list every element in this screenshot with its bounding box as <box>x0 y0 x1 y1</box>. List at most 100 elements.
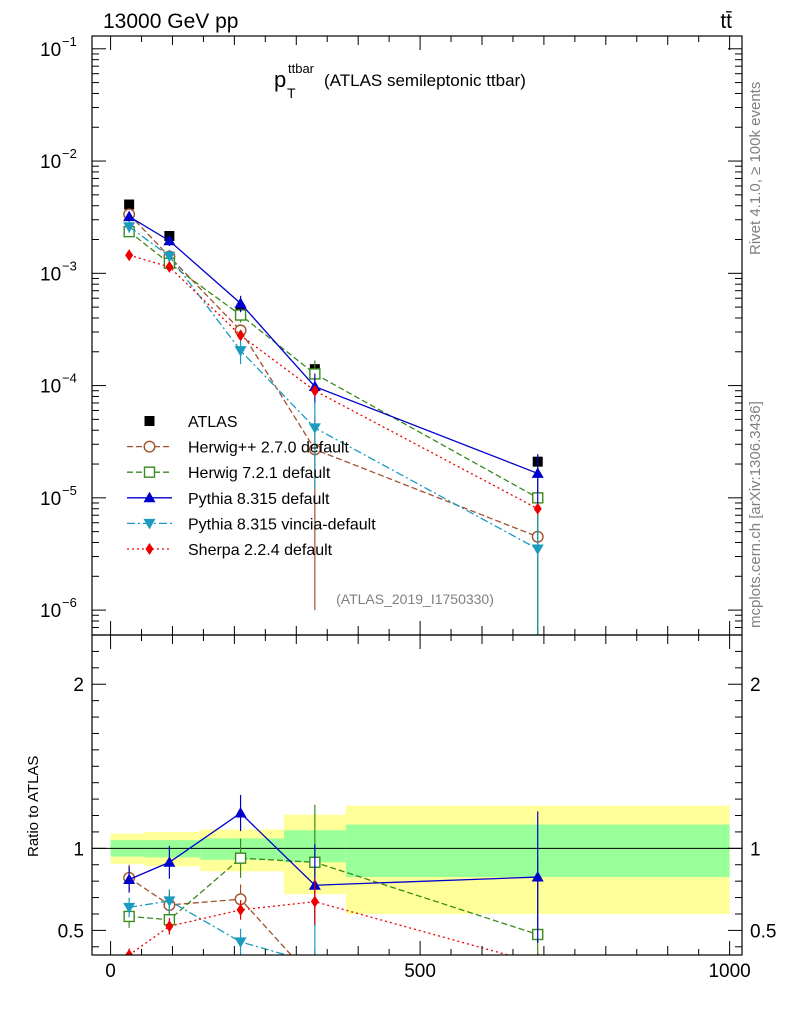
legend-marker-atlas <box>144 416 155 426</box>
band-inner-2 <box>200 838 284 860</box>
main-ytick-label-4: 10 −5 <box>40 483 77 510</box>
ratio-line-vincia <box>129 900 289 955</box>
ratio-xtick-label-2: 1000 <box>708 961 750 982</box>
legend: ATLAS Herwig++ 2.7.0 default Herwig 7.2.1 … <box>127 414 376 559</box>
point-sherpa-4 <box>533 502 542 515</box>
legend-marker-herwigpp <box>143 440 156 453</box>
ytick-mantissa: 10 <box>40 40 61 61</box>
header-process-label: tt̄ <box>720 10 732 33</box>
ratio-ytick-label-right-2: 2 <box>750 675 761 696</box>
ytick-exponent: −2 <box>62 146 77 161</box>
ratio-point-sherpa-0 <box>125 949 134 955</box>
ratio-point-sherpa-1 <box>165 920 174 933</box>
legend-marker-sherpa <box>145 543 154 555</box>
ratio-point-vincia-3 <box>309 959 321 970</box>
point-vincia-4 <box>531 544 544 556</box>
ratio-point-herwig7-2 <box>234 852 247 864</box>
ytick-exponent: −1 <box>62 34 77 49</box>
legend-entry-vincia: Pythia 8.315 vincia-default <box>127 516 376 533</box>
rivet-version-caption: Rivet 4.1.0, ≥ 100k events <box>747 82 764 255</box>
series-atlas <box>124 199 543 467</box>
ratio-line-herwigpp <box>128 877 292 955</box>
series-line-herwig7 <box>128 231 539 499</box>
legend-entry-pythia: Pythia 8.315 default <box>127 491 330 508</box>
legend-label-vincia: Pythia 8.315 vincia-default <box>188 516 376 533</box>
legend-label-atlas: ATLAS <box>188 414 238 431</box>
mcplots-caption: mcplots.cern.ch [arXiv:1306.3436] <box>747 401 764 628</box>
point-sherpa-1 <box>165 260 174 273</box>
legend-entry-herwigpp: Herwig++ 2.7.0 default <box>127 440 350 457</box>
ratio-point-pythia-1 <box>163 856 176 867</box>
main-ytick-label-2: 10 −3 <box>40 258 77 285</box>
main-ytick-label-0: 10 −1 <box>40 34 77 61</box>
ratio-ytick-label-left-0: 0.5 <box>58 921 84 942</box>
ratio-ytick-label-right-0: 0.5 <box>750 921 776 942</box>
ratio-point-herwigpp-3 <box>310 976 321 987</box>
plot-title-rest: (ATLAS semileptonic ttbar) <box>324 71 526 90</box>
ratio-xtick-label-0: 0 <box>105 961 116 982</box>
point-vincia-2 <box>234 346 247 357</box>
series-line-pythia <box>128 216 538 475</box>
legend-label-herwig7: Herwig 7.2.1 default <box>188 465 331 482</box>
ratio-point-pythia-2 <box>234 807 247 818</box>
point-pythia-1 <box>163 234 176 246</box>
ytick-mantissa: 10 <box>40 377 61 398</box>
point-vincia-0 <box>123 222 136 233</box>
plot-title-subscript: T <box>287 85 296 101</box>
ratio-point-sherpa-3 <box>310 895 319 908</box>
ytick-exponent: −3 <box>62 258 77 273</box>
ratio-point-pythia-4 <box>531 871 544 882</box>
ytick-mantissa: 10 <box>40 152 61 173</box>
legend-marker-pythia <box>143 491 156 503</box>
main-series <box>123 199 544 635</box>
point-atlas-0 <box>124 199 135 210</box>
point-sherpa-3 <box>310 384 319 397</box>
ratio-point-vincia-1 <box>163 896 176 907</box>
series-line-vincia <box>128 226 539 550</box>
series-vincia <box>123 221 544 635</box>
ratio-uncertainty-bands <box>92 805 742 914</box>
ratio-point-vincia-0 <box>123 902 136 914</box>
point-vincia-1 <box>163 251 176 263</box>
ratio-point-pythia-0 <box>123 873 136 885</box>
ytick-exponent: −5 <box>62 483 77 498</box>
plot-title: p T ttbar (ATLAS semileptonic ttbar) <box>274 61 526 101</box>
legend-marker-herwig7 <box>143 466 156 478</box>
series-sherpa <box>125 249 542 515</box>
main-ytick-label-1: 10 −2 <box>40 146 77 173</box>
ytick-mantissa: 10 <box>40 601 61 622</box>
ratio-axis-label: Ratio to ATLAS <box>25 756 42 857</box>
header-energy-label: 13000 GeV pp <box>103 10 238 33</box>
plot-title-main: p <box>274 67 286 92</box>
legend-entry-sherpa: Sherpa 2.2.4 default <box>127 542 333 559</box>
ratio-series-sherpa <box>125 878 542 969</box>
ytick-mantissa: 10 <box>40 264 61 285</box>
point-vincia-3 <box>308 423 321 434</box>
point-sherpa-2 <box>236 329 245 342</box>
ratio-series <box>123 795 544 987</box>
ratio-point-vincia-2 <box>234 937 247 948</box>
ratio-ytick-label-left-2: 2 <box>73 675 84 696</box>
point-pythia-0 <box>123 210 136 222</box>
point-pythia-2 <box>234 297 247 308</box>
point-pythia-4 <box>531 467 544 478</box>
ratio-ytick-label-right-1: 1 <box>750 839 761 860</box>
ratio-point-sherpa-4 <box>534 957 542 969</box>
ratio-frame <box>91 634 743 956</box>
legend-label-sherpa: Sherpa 2.2.4 default <box>188 542 333 559</box>
series-pythia <box>123 210 544 506</box>
legend-label-herwigpp: Herwig++ 2.7.0 default <box>188 440 350 457</box>
plot-title-superscript: ttbar <box>288 61 315 76</box>
ratio-xtick-label-1: 500 <box>404 961 436 982</box>
legend-label-pythia: Pythia 8.315 default <box>188 491 330 508</box>
ytick-exponent: −4 <box>62 371 77 386</box>
point-sherpa-0 <box>125 249 134 262</box>
ytick-mantissa: 10 <box>40 489 61 510</box>
ratio-series-vincia <box>123 889 321 970</box>
legend-entry-atlas: ATLAS <box>144 414 238 431</box>
series-herwig7 <box>123 225 544 635</box>
analysis-id-label: (ATLAS_2019_I1750330) <box>336 591 494 607</box>
legend-entry-herwig7: Herwig 7.2.1 default <box>127 465 331 482</box>
ratio-ytick-label-left-1: 1 <box>73 839 84 860</box>
